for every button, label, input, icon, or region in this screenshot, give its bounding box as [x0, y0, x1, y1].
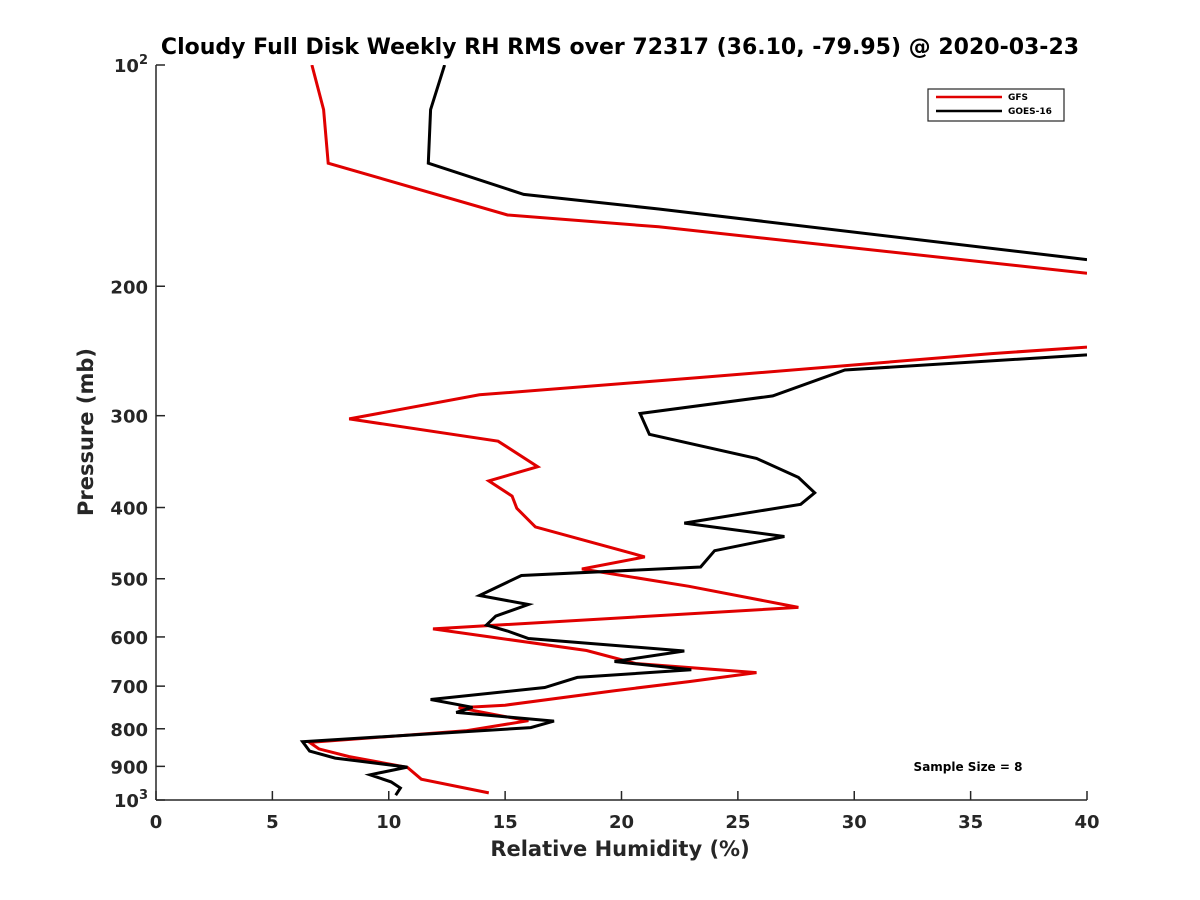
- x-tick-label: 40: [1074, 812, 1099, 833]
- y-tick-label: 600: [110, 628, 148, 649]
- y-tick-label: 500: [110, 570, 148, 591]
- y-tick-label: 900: [110, 757, 148, 778]
- series-line-goes-16-segment-1: [426, 65, 1087, 262]
- legend: GFS GOES-16: [927, 88, 1065, 122]
- y-tick-label: 200: [110, 277, 148, 298]
- plot-area: [299, 65, 1087, 797]
- series-line-goes-16-segment-2: [299, 353, 1087, 797]
- series-line-gfs-segment-1: [310, 65, 1087, 275]
- axes: 0 5 10 15 20 25 30 35 40 102 200 300 400 500 600 700 800…: [110, 53, 1099, 833]
- x-tick-label: 35: [958, 812, 983, 833]
- y-tick-label: 700: [110, 677, 148, 698]
- y-tick-label: 300: [110, 407, 148, 428]
- legend-label-gfs: GFS: [1008, 93, 1028, 103]
- sample-size-annotation: Sample Size = 8: [914, 760, 1023, 774]
- x-tick-label: 0: [150, 812, 163, 833]
- x-tick-label: 5: [266, 812, 279, 833]
- series-line-gfs-segment-2: [305, 345, 1087, 795]
- x-tick-label: 15: [493, 812, 518, 833]
- chart-title: Cloudy Full Disk Weekly RH RMS over 7231…: [161, 35, 1079, 60]
- legend-label-goes-16: GOES-16: [1008, 107, 1052, 117]
- y-tick-label: 102: [114, 53, 148, 77]
- x-tick-label: 25: [725, 812, 750, 833]
- y-tick-label: 800: [110, 720, 148, 741]
- x-tick-label: 30: [842, 812, 867, 833]
- y-tick-label: 103: [114, 788, 148, 812]
- y-tick-label: 400: [110, 499, 148, 520]
- legend-box: [927, 88, 1065, 122]
- x-tick-label: 20: [609, 812, 634, 833]
- x-axis-label: Relative Humidity (%): [490, 837, 749, 861]
- x-tick-label: 10: [376, 812, 401, 833]
- y-axis-label: Pressure (mb): [74, 348, 98, 516]
